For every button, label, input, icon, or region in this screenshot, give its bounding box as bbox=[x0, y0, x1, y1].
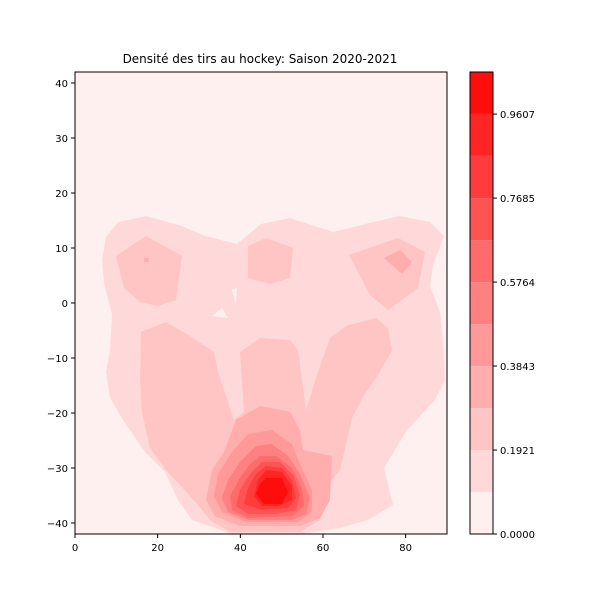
x-tick-label: 40 bbox=[234, 543, 247, 554]
chart-title: Densité des tirs au hockey: Saison 2020-… bbox=[123, 52, 398, 66]
y-tick-label: −20 bbox=[47, 409, 68, 420]
y-tick-label: 0 bbox=[62, 299, 68, 310]
colorbar-band bbox=[470, 113, 493, 156]
colorbar-band bbox=[470, 72, 493, 114]
colorbar-tick-label: 0.7685 bbox=[500, 194, 535, 205]
y-tick-label: 40 bbox=[55, 79, 68, 90]
colorbar-frame bbox=[469, 71, 494, 535]
x-axis: 0 20 40 60 80 bbox=[72, 534, 412, 554]
y-tick-label: −40 bbox=[47, 519, 68, 530]
y-tick-label: −30 bbox=[47, 464, 68, 475]
density-level-2 bbox=[116, 236, 425, 532]
y-tick-label: 30 bbox=[55, 134, 68, 145]
colorbar-tick-label: 0.1921 bbox=[500, 446, 535, 457]
colorbar: 0.0000 0.1921 0.3843 0.5764 0.7685 0.9607 bbox=[469, 71, 535, 541]
y-axis: 40 30 20 10 0 −10 −20 −30 −40 bbox=[47, 79, 75, 530]
colorbar-tick-label: 0.3843 bbox=[500, 362, 535, 373]
colorbar-band bbox=[470, 366, 493, 409]
density-gap bbox=[212, 288, 237, 318]
colorbar-band bbox=[470, 450, 493, 493]
x-tick-label: 0 bbox=[72, 543, 78, 554]
colorbar-tick-label: 0.9607 bbox=[500, 110, 535, 121]
colorbar-band bbox=[470, 324, 493, 367]
contour-plot-area bbox=[75, 72, 447, 534]
y-tick-label: 20 bbox=[55, 189, 68, 200]
density-level-10 bbox=[256, 478, 288, 504]
colorbar-band bbox=[470, 282, 493, 325]
colorbar-tick-label: 0.0000 bbox=[500, 530, 535, 541]
colorbar-band bbox=[470, 492, 493, 534]
x-tick-label: 20 bbox=[151, 543, 164, 554]
colorbar-tick-label: 0.5764 bbox=[500, 278, 535, 289]
colorbar-band bbox=[470, 240, 493, 283]
x-tick-label: 60 bbox=[317, 543, 330, 554]
colorbar-band bbox=[470, 408, 493, 451]
y-tick-label: 10 bbox=[55, 244, 68, 255]
y-tick-label: −10 bbox=[47, 354, 68, 365]
colorbar-band bbox=[470, 198, 493, 241]
colorbar-band bbox=[470, 155, 493, 199]
x-tick-label: 80 bbox=[399, 543, 412, 554]
